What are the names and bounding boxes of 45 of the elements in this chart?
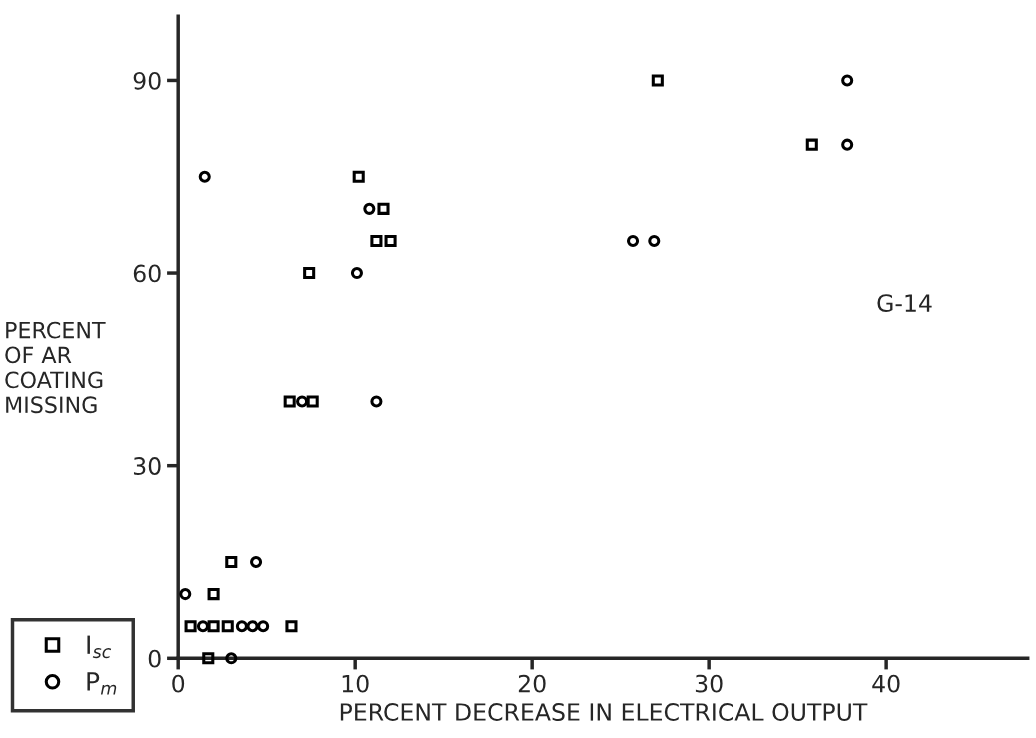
legend-label: I$_{sc}$: [87, 635, 112, 659]
annotation: G-14: [877, 294, 932, 313]
y-tick-label: 90: [133, 71, 161, 90]
point: [196, 620, 210, 633]
x-tick-label: 10: [342, 674, 369, 693]
point: [651, 74, 664, 87]
point: [250, 555, 263, 569]
point: [352, 170, 365, 183]
point: [370, 395, 383, 408]
point: [285, 620, 298, 633]
legend-label: P$_{m}$: [87, 672, 117, 695]
point: [179, 588, 192, 601]
x-tick-label: 30: [695, 674, 723, 693]
point: [235, 620, 248, 633]
x-tick-label: 20: [518, 674, 546, 693]
point: [841, 74, 854, 87]
point: [207, 588, 220, 601]
y-tick-label: 60: [133, 264, 161, 283]
point: [221, 620, 234, 633]
point: [283, 395, 296, 408]
y-axis-title: PERCENT OF AR COATING MISSING: [5, 321, 106, 414]
point: [805, 138, 818, 151]
y-tick-label: 30: [133, 457, 161, 475]
point: [627, 234, 640, 247]
x-tick-label: 0: [172, 674, 185, 693]
point: [350, 267, 363, 280]
point: [303, 267, 316, 280]
point: [363, 202, 376, 215]
point: [207, 620, 220, 633]
x-tick-label: 40: [872, 674, 900, 693]
point: [257, 620, 270, 633]
y-tick-label: 0: [148, 649, 161, 668]
point: [246, 620, 259, 633]
point: [184, 620, 197, 633]
point: [225, 652, 238, 665]
point: [384, 234, 397, 247]
point: [841, 138, 854, 151]
point: [202, 652, 215, 665]
point: [370, 234, 383, 247]
point: [225, 555, 238, 569]
point: [198, 170, 211, 183]
point: [306, 395, 319, 408]
point: [648, 234, 661, 247]
x-axis-title: PERCENT DECREASE IN ELECTRICAL OUTPUT: [340, 703, 868, 721]
point: [377, 202, 390, 215]
